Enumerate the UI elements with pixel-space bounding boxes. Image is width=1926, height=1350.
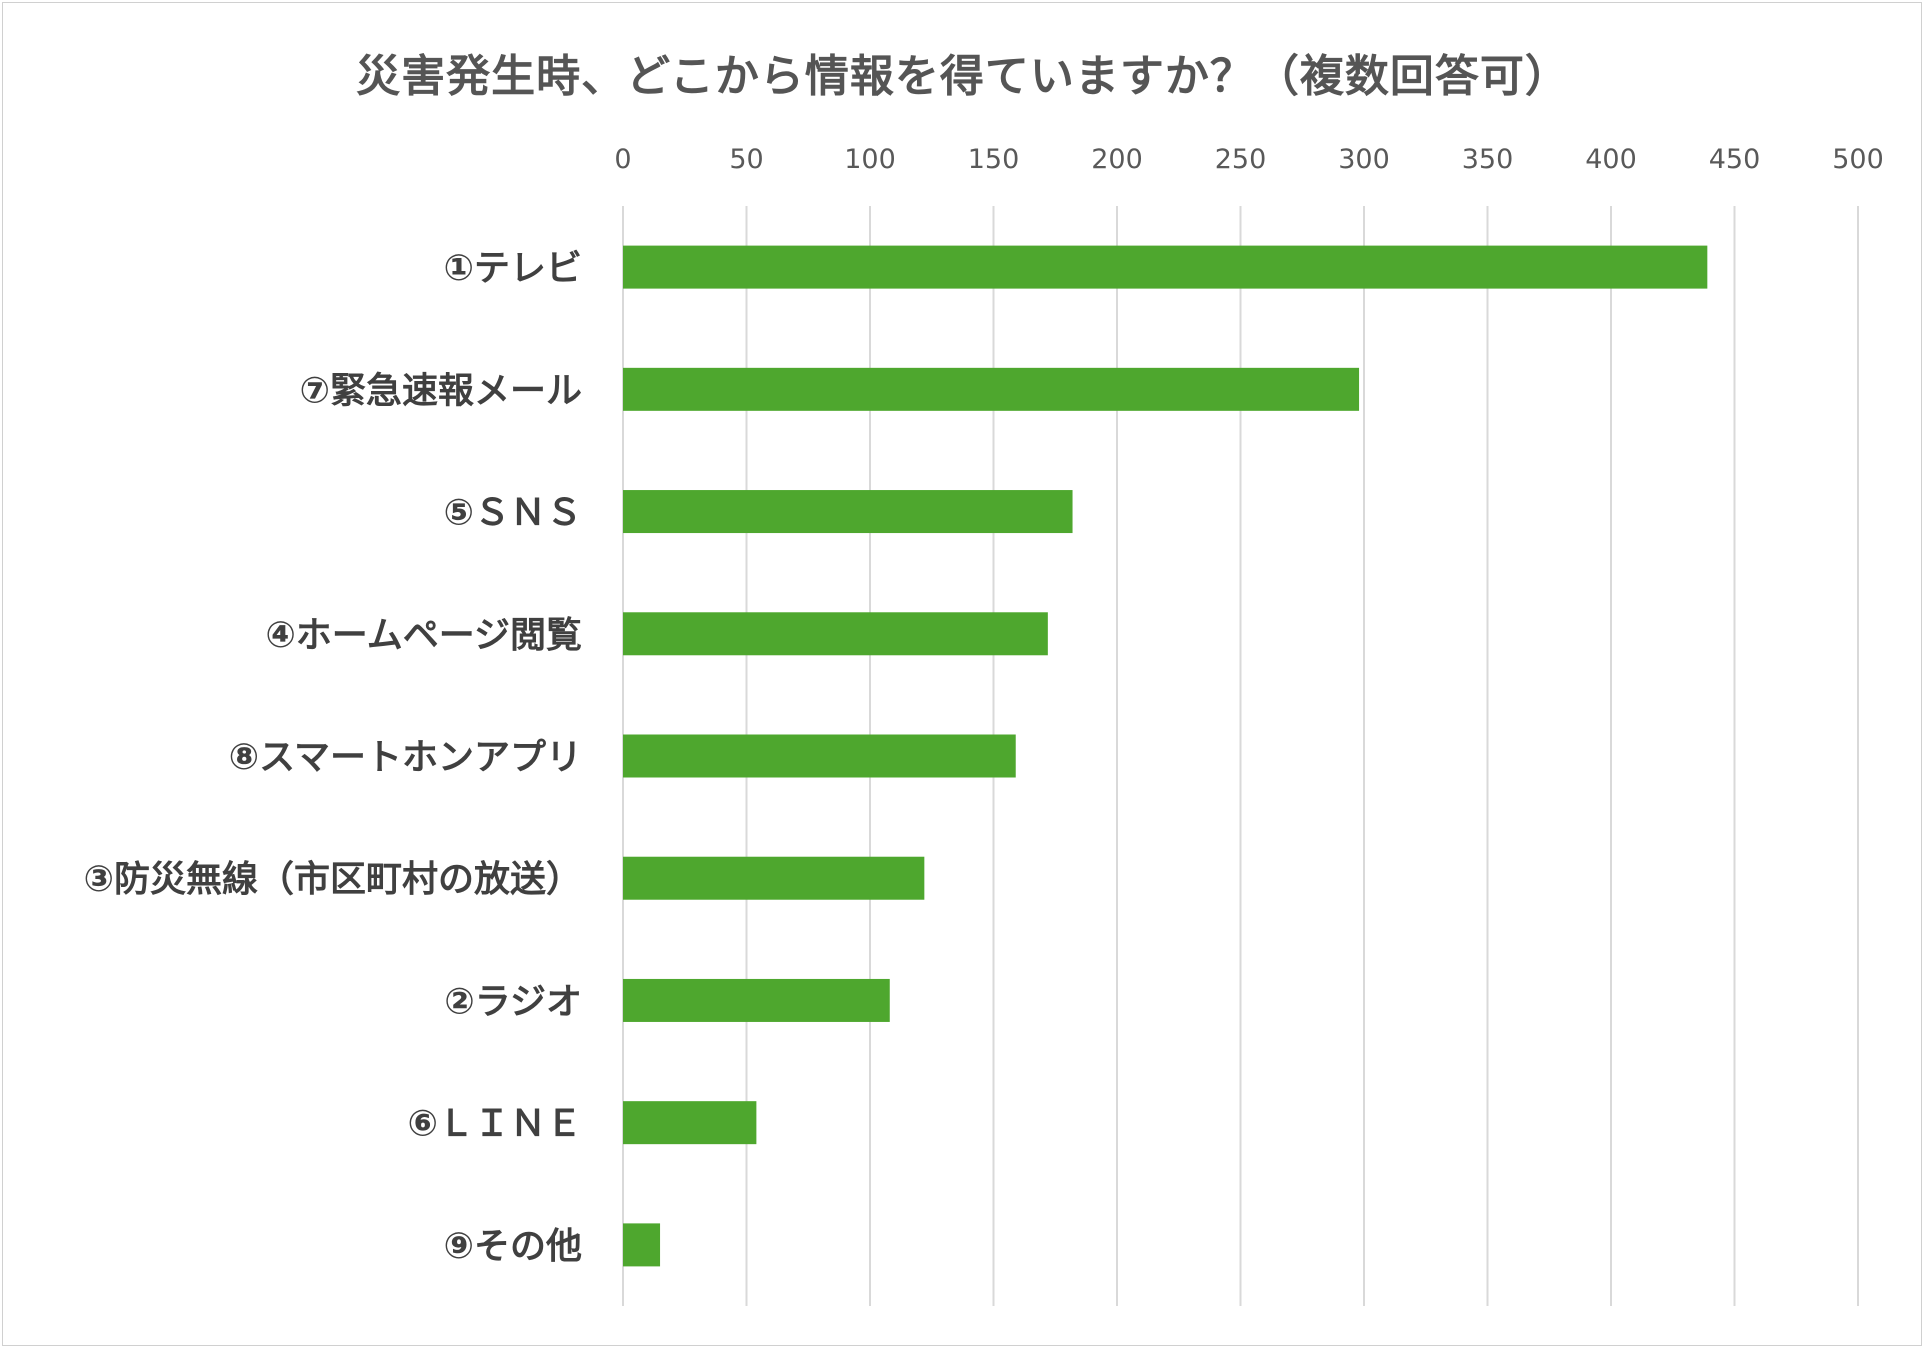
x-tick-label: 0: [614, 144, 631, 175]
x-tick-label: 150: [968, 144, 1020, 175]
category-label: ①テレビ: [444, 248, 582, 289]
x-tick-label: 400: [1585, 144, 1637, 175]
bars: [623, 245, 1708, 1267]
bar-7: [623, 978, 890, 1022]
category-label: ⑦緊急速報メール: [300, 370, 582, 411]
x-tick-label: 300: [1338, 144, 1390, 175]
x-tick-label: 350: [1462, 144, 1514, 175]
category-label: ⑧スマートホンアプリ: [229, 737, 582, 778]
category-label: ④ホームページ閲覧: [265, 615, 582, 656]
category-label: ②ラジオ: [444, 981, 582, 1022]
x-tick-label: 250: [1215, 144, 1267, 175]
category-label: ③防災無線（市区町村の放送）: [84, 859, 582, 900]
bar-8: [623, 1101, 757, 1145]
bar-6: [623, 856, 925, 900]
x-tick-label: 50: [729, 144, 763, 175]
x-axis-ticks: 0 50 100 150 200 250 300 350 400 450 500: [614, 144, 1883, 175]
category-label: ⑤ＳＮＳ: [444, 493, 582, 534]
category-labels: ①テレビ ⑦緊急速報メール ⑤ＳＮＳ ④ホームページ閲覧 ⑧スマートホンアプリ ③防災無線…: [84, 248, 582, 1267]
chart-title: 災害発生時、どこから情報を得ていますか？（複数回答可）: [356, 51, 1570, 102]
bar-3: [623, 490, 1073, 534]
bar-9: [623, 1223, 661, 1267]
x-tick-label: 200: [1091, 144, 1143, 175]
category-label: ⑨その他: [444, 1226, 582, 1267]
bar-2: [623, 367, 1360, 411]
bar-5: [623, 734, 1016, 778]
bar-4: [623, 612, 1048, 656]
x-tick-label: 450: [1709, 144, 1761, 175]
x-tick-label: 500: [1832, 144, 1884, 175]
x-tick-label: 100: [844, 144, 896, 175]
category-label: ⑥ＬＩＮＥ: [408, 1104, 582, 1145]
bar-1: [623, 245, 1708, 289]
